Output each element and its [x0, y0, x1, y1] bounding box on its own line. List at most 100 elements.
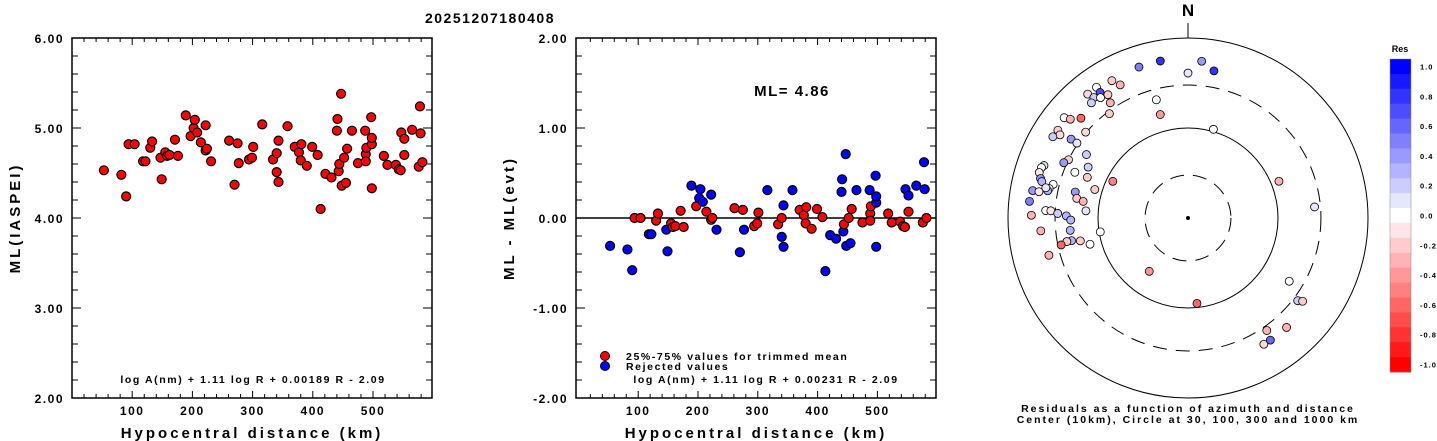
data-point — [192, 127, 203, 138]
station-residual-point — [1144, 266, 1154, 276]
station-residual-point — [1083, 162, 1093, 172]
used-point — [883, 208, 894, 219]
colorbar-band — [1390, 133, 1411, 149]
data-point — [366, 112, 377, 123]
data-point — [121, 191, 132, 202]
data-point — [342, 143, 353, 154]
station-residual-point — [1096, 93, 1105, 103]
data-point — [407, 124, 418, 135]
x-tick-label: 400 — [301, 404, 326, 418]
used-point — [776, 212, 787, 224]
rejected-point — [871, 241, 882, 252]
station-residual-point — [1072, 138, 1082, 148]
y-tick-label: -2.00 — [533, 392, 568, 406]
ml-annotation: ML= 4.86 — [754, 83, 830, 100]
colorbar-label: 0.4 — [1420, 152, 1433, 161]
data-point — [189, 114, 200, 126]
rejected-point — [845, 238, 856, 249]
colorbar-band — [1390, 73, 1411, 90]
station-residual-point — [1310, 202, 1319, 212]
station-residual-point — [1066, 215, 1076, 225]
distance-circle-300 — [1054, 84, 1322, 352]
y-tick-label: 4.00 — [35, 212, 64, 226]
data-point — [340, 177, 352, 188]
station-residual-point — [1090, 185, 1100, 194]
legend-marker-used — [600, 351, 610, 361]
colorbar-label: 0.8 — [1420, 92, 1433, 101]
data-point — [201, 143, 212, 154]
data-point — [248, 141, 259, 152]
data-point — [257, 119, 268, 130]
rejected-point — [787, 185, 798, 196]
rejected-point — [911, 180, 922, 191]
colorbar-band — [1390, 297, 1411, 313]
station-residual-point — [1075, 236, 1085, 246]
colorbar-band — [1390, 267, 1411, 284]
legend-label-rejected: Rejected values — [626, 361, 729, 373]
station-residual-point — [1037, 177, 1047, 186]
data-point — [296, 139, 307, 150]
rejected-point — [686, 180, 697, 191]
data-point — [271, 148, 282, 159]
used-point — [846, 203, 857, 215]
station-residual-point — [1197, 56, 1207, 66]
data-point — [129, 139, 140, 150]
station-residual-point — [1107, 76, 1117, 86]
colorbar-label: -0.4 — [1420, 271, 1437, 280]
rejected-point — [903, 190, 914, 201]
y-tick-label: 0.00 — [539, 212, 568, 226]
station-residual-point — [1053, 209, 1063, 218]
data-point — [273, 176, 284, 188]
station-residual-point — [1284, 276, 1294, 286]
station-residual-point — [1081, 127, 1091, 137]
data-point — [335, 88, 347, 99]
rejected-point — [831, 233, 842, 244]
station-residual-point — [1108, 176, 1118, 186]
rejected-point — [778, 241, 789, 252]
rejected-point — [646, 229, 657, 240]
data-point — [233, 158, 244, 169]
data-point — [366, 132, 377, 143]
y-tick-label: 2.00 — [539, 32, 568, 46]
station-residual-point — [1095, 227, 1105, 237]
station-residual-point — [1282, 323, 1291, 332]
used-point — [921, 212, 932, 224]
data-point — [246, 152, 258, 163]
station-residual-point — [1082, 150, 1091, 159]
y-tick-label: 6.00 — [35, 32, 64, 46]
data-point — [169, 134, 181, 145]
rejected-point — [820, 266, 831, 277]
x-tick-label: 300 — [746, 404, 771, 418]
station-residual-point — [1298, 296, 1308, 306]
data-point — [98, 165, 110, 176]
station-residual-point — [1262, 326, 1272, 335]
used-point — [678, 221, 689, 233]
data-point — [417, 157, 428, 168]
colorbar-band — [1390, 208, 1411, 224]
station-residual-point — [1155, 110, 1165, 119]
station-residual-point — [1151, 95, 1161, 105]
data-point — [229, 179, 240, 190]
station-residual-point — [1025, 196, 1034, 206]
y-axis-label: ML - ML(evt) — [501, 156, 518, 280]
rejected-point — [706, 189, 717, 200]
data-point — [378, 150, 389, 161]
data-point — [399, 149, 410, 161]
distance-circle-100 — [1097, 127, 1279, 309]
colorbar-band — [1390, 342, 1411, 358]
data-point — [366, 183, 377, 194]
colorbar-band — [1390, 222, 1411, 239]
x-tick-label: 500 — [361, 404, 386, 418]
rejected-point — [627, 265, 638, 276]
station-residual-point — [1065, 114, 1075, 124]
data-point — [346, 125, 358, 136]
colorbar-band — [1390, 252, 1411, 269]
station-residual-point — [1078, 197, 1088, 206]
x-tick-label: 400 — [805, 404, 830, 418]
station-residual-point — [1134, 62, 1144, 72]
data-point — [164, 149, 175, 161]
caption-line-1: Residuals as a function of azimuth and d… — [1021, 403, 1355, 415]
colorbar-band — [1390, 118, 1411, 135]
data-point — [382, 159, 393, 170]
